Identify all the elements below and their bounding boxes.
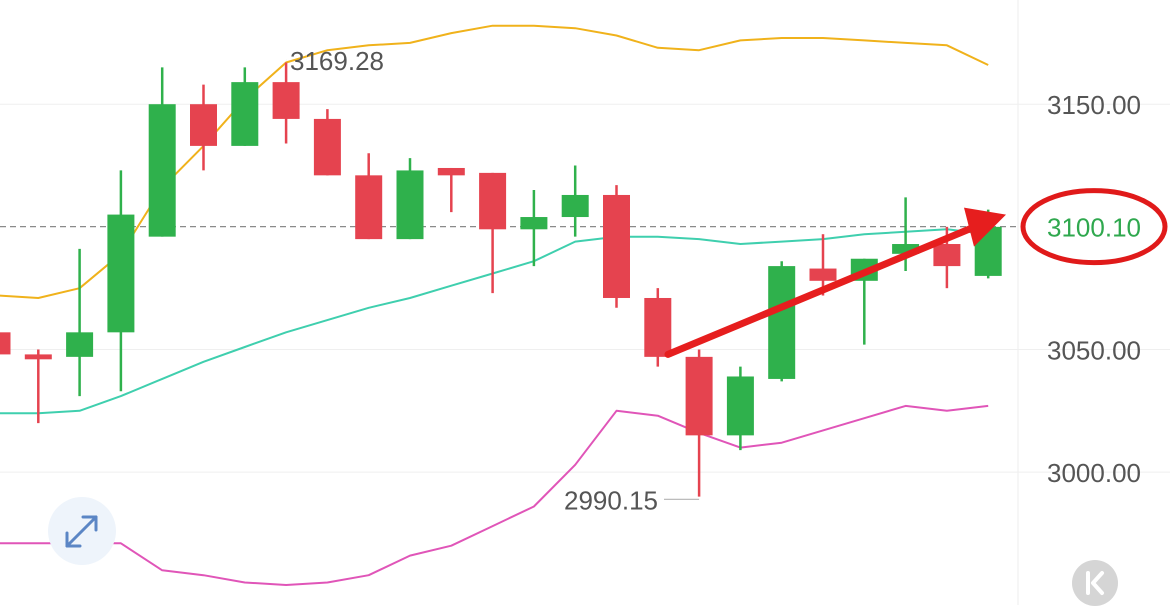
low-price-label: 2990.15 xyxy=(564,485,658,515)
y-tick-label: 3000.00 xyxy=(1047,458,1141,488)
high-price-label: 3169.28 xyxy=(290,46,384,76)
scroll-to-start-button[interactable] xyxy=(1072,560,1118,606)
y-axis: 3000.00 3050.00 3100.10 3150.00 xyxy=(1047,90,1141,488)
candle-body-down xyxy=(272,82,300,119)
jump-to-start-icon xyxy=(1086,571,1104,595)
candle-body-down xyxy=(437,167,465,176)
candle-body-down xyxy=(809,268,837,281)
candle-body-down xyxy=(0,332,11,355)
lower-band-line xyxy=(0,404,989,586)
current-price-label: 3100.10 xyxy=(1047,213,1141,243)
candle-body-up xyxy=(107,214,135,333)
candle-body-down xyxy=(313,118,341,176)
candle-body-up xyxy=(520,217,548,230)
expand-icon xyxy=(65,515,98,548)
candle-body-down xyxy=(644,297,672,357)
middle-band-line xyxy=(0,228,989,415)
trend-arrow-shaft xyxy=(664,221,984,358)
candle-body-up xyxy=(396,170,424,240)
candle-body-up xyxy=(231,82,259,146)
expand-chart-button[interactable] xyxy=(48,497,116,565)
annotation-layer: 3169.28 2990.15 xyxy=(286,46,1168,515)
y-tick-label: 3050.00 xyxy=(1047,336,1141,366)
candle-body-down xyxy=(685,356,713,436)
candle-body-down xyxy=(24,354,52,360)
candle-body-down xyxy=(603,194,630,298)
candle-body-down xyxy=(479,172,507,230)
upper-band-line xyxy=(0,24,989,299)
candle-body-up xyxy=(561,194,589,218)
candle-body-up xyxy=(726,376,754,436)
candle-body-up xyxy=(768,266,796,379)
candle-body-down xyxy=(355,175,383,240)
y-tick-label: 3150.00 xyxy=(1047,90,1141,120)
candle-body-down xyxy=(190,104,217,146)
candle-body-up xyxy=(892,244,920,254)
candle-layer xyxy=(0,62,1002,497)
trend-arrow-head xyxy=(964,207,1006,247)
candle-body-down xyxy=(933,244,961,267)
candle-body-up xyxy=(66,332,94,357)
current-price-highlight-circle xyxy=(1020,188,1168,266)
candle-body-up xyxy=(148,104,176,237)
band-layer xyxy=(0,24,989,586)
